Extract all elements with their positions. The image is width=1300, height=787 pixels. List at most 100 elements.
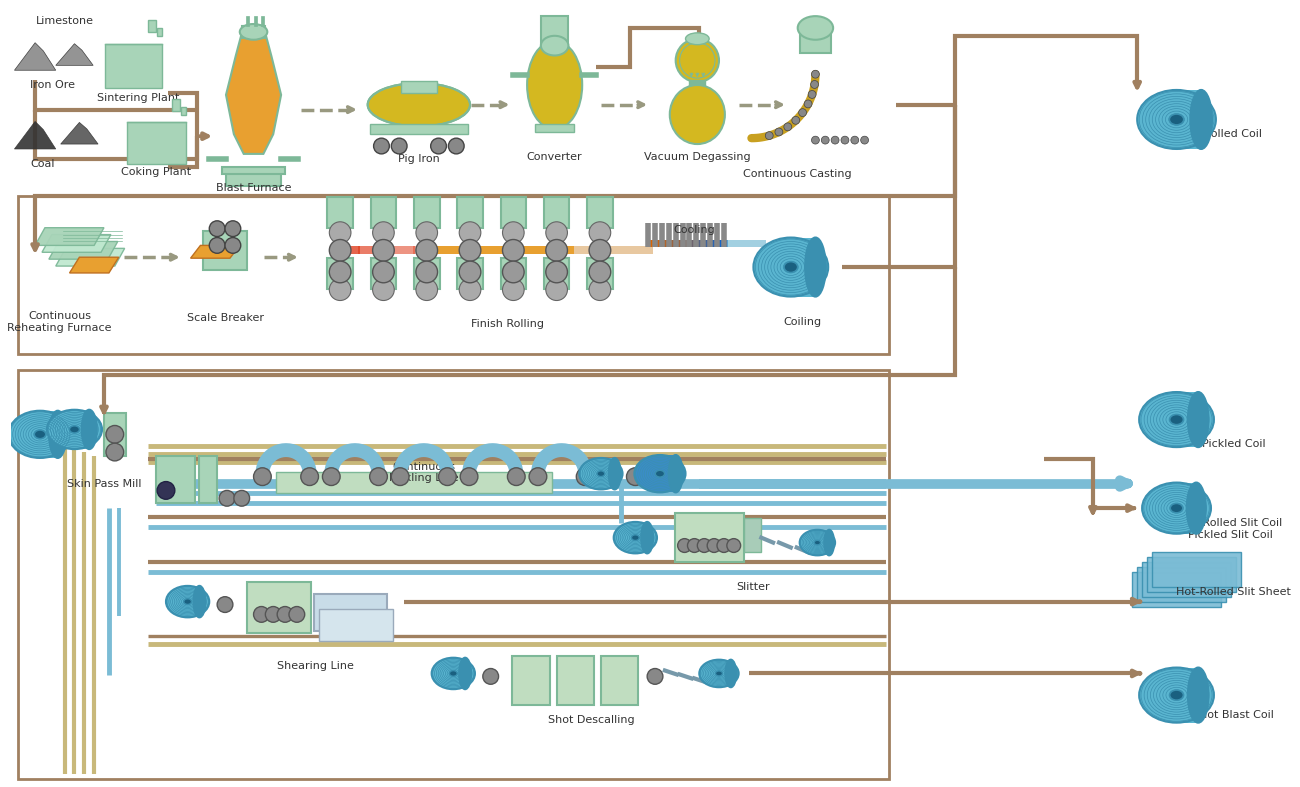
Circle shape — [265, 607, 281, 623]
Circle shape — [254, 607, 269, 623]
Bar — [254, 17, 256, 26]
Text: Blast Furnace: Blast Furnace — [216, 183, 291, 194]
Bar — [328, 198, 352, 227]
Bar — [18, 196, 889, 353]
Ellipse shape — [541, 36, 568, 56]
Ellipse shape — [676, 39, 719, 82]
Bar — [226, 168, 281, 187]
Bar — [727, 239, 766, 247]
Circle shape — [289, 607, 304, 623]
Circle shape — [416, 279, 438, 301]
Ellipse shape — [824, 530, 835, 556]
Text: Shot Descalling: Shot Descalling — [547, 715, 634, 725]
Ellipse shape — [715, 671, 723, 676]
Circle shape — [775, 128, 783, 136]
Bar — [1176, 667, 1199, 722]
Bar — [660, 455, 676, 493]
Bar — [688, 239, 697, 247]
Circle shape — [391, 139, 407, 154]
Circle shape — [220, 490, 235, 506]
Circle shape — [329, 261, 351, 283]
Circle shape — [438, 467, 456, 486]
Circle shape — [718, 538, 731, 552]
Bar — [222, 167, 285, 174]
Bar — [441, 246, 471, 254]
Circle shape — [697, 538, 711, 552]
Bar — [328, 258, 352, 289]
Polygon shape — [49, 242, 118, 259]
Circle shape — [805, 100, 812, 108]
Text: Continuous Casting: Continuous Casting — [744, 168, 852, 179]
Bar — [790, 238, 815, 297]
Ellipse shape — [194, 586, 205, 617]
Circle shape — [373, 239, 394, 261]
Bar — [172, 99, 179, 111]
Bar — [500, 198, 526, 227]
Ellipse shape — [699, 660, 738, 687]
Text: Hot-Rolled Slit Sheet: Hot-Rolled Slit Sheet — [1176, 587, 1291, 597]
Ellipse shape — [166, 586, 209, 617]
Circle shape — [589, 239, 611, 261]
Circle shape — [329, 222, 351, 243]
Bar — [126, 123, 186, 164]
Ellipse shape — [725, 660, 736, 687]
Text: Coking Plant: Coking Plant — [121, 167, 191, 177]
Bar — [104, 412, 126, 456]
Circle shape — [677, 538, 692, 552]
Bar — [1138, 567, 1226, 601]
Ellipse shape — [685, 33, 708, 45]
Polygon shape — [56, 44, 94, 65]
Circle shape — [459, 239, 481, 261]
Polygon shape — [35, 227, 104, 246]
Text: Cooling: Cooling — [673, 225, 715, 235]
Circle shape — [831, 136, 838, 144]
Circle shape — [416, 261, 438, 283]
Ellipse shape — [450, 671, 458, 676]
Bar — [556, 656, 594, 705]
Circle shape — [727, 538, 741, 552]
Bar — [601, 458, 615, 490]
Bar — [413, 258, 439, 289]
Bar — [458, 258, 482, 289]
Ellipse shape — [597, 471, 604, 477]
Bar — [370, 258, 396, 289]
Circle shape — [503, 222, 524, 243]
Bar — [1152, 552, 1240, 587]
Bar — [636, 522, 647, 553]
Ellipse shape — [634, 455, 685, 493]
Ellipse shape — [1188, 667, 1209, 722]
Bar — [261, 17, 264, 26]
Ellipse shape — [1191, 90, 1212, 149]
Circle shape — [627, 467, 645, 486]
Polygon shape — [56, 249, 125, 266]
Circle shape — [209, 221, 225, 237]
Polygon shape — [14, 42, 56, 70]
Ellipse shape — [1187, 482, 1205, 534]
Circle shape — [589, 261, 611, 283]
Bar — [543, 258, 569, 289]
Ellipse shape — [754, 238, 828, 297]
Ellipse shape — [1139, 392, 1214, 447]
Circle shape — [105, 443, 124, 461]
Ellipse shape — [1170, 690, 1183, 700]
Circle shape — [811, 136, 819, 144]
Bar — [1176, 392, 1199, 447]
Bar — [276, 471, 551, 493]
Text: Coal: Coal — [30, 159, 55, 169]
Circle shape — [576, 467, 594, 486]
Ellipse shape — [82, 410, 96, 449]
Bar — [656, 239, 664, 247]
Text: Scale Breaker: Scale Breaker — [186, 313, 264, 323]
Ellipse shape — [784, 262, 797, 272]
Circle shape — [647, 668, 663, 684]
Bar — [157, 28, 162, 36]
Bar — [156, 456, 195, 503]
Text: Vacuum Degassing: Vacuum Degassing — [644, 152, 750, 162]
Circle shape — [277, 607, 292, 623]
Ellipse shape — [432, 658, 474, 689]
Ellipse shape — [34, 430, 46, 438]
Circle shape — [784, 123, 792, 131]
Bar — [385, 246, 415, 254]
Circle shape — [225, 221, 240, 237]
Bar — [649, 239, 656, 247]
